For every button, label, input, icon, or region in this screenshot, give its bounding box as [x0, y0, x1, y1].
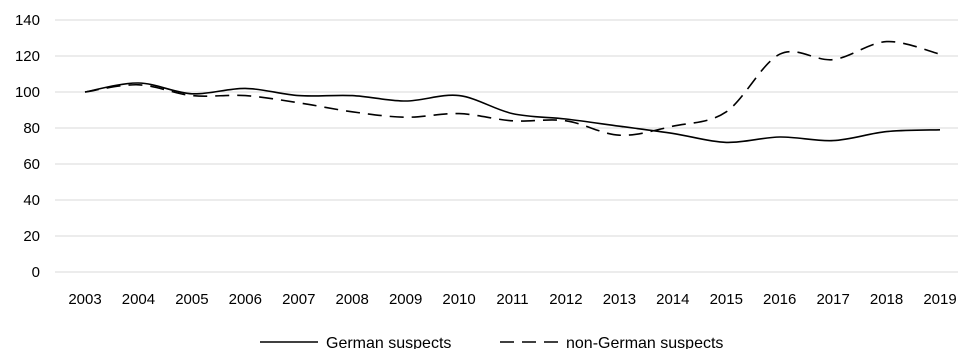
x-tick-label: 2015: [710, 291, 743, 308]
y-axis-ticks: 0 20 40 60 80 100 120 140: [15, 12, 40, 281]
x-tick-label: 2017: [816, 291, 849, 308]
series-layer: [84, 40, 941, 144]
x-tick-label: 2013: [603, 291, 636, 308]
x-tick-label: 2006: [229, 291, 262, 308]
data-point-non-german-suspects: [298, 102, 300, 104]
x-tick-label: 2004: [122, 291, 155, 308]
data-point-non-german-suspects: [405, 116, 407, 118]
x-tick-label: 2009: [389, 291, 422, 308]
legend-label-non-german-suspects: non-German suspects: [566, 335, 723, 349]
legend-label-german-suspects: German suspects: [326, 335, 451, 349]
y-tick-label: 40: [23, 192, 40, 209]
y-tick-label: 120: [15, 48, 40, 65]
x-tick-label: 2005: [175, 291, 208, 308]
x-axis-ticks: 2003 2004 2005 2006 2007 2008 2009 2010 2011 2012…: [68, 291, 956, 308]
legend: German suspects non-German suspects: [260, 335, 723, 349]
x-tick-label: 2011: [496, 291, 528, 308]
y-tick-label: 0: [32, 264, 40, 281]
data-point-non-german-suspects: [939, 53, 941, 55]
x-tick-label: 2019: [923, 291, 956, 308]
x-tick-label: 2008: [336, 291, 369, 308]
y-tick-label: 60: [23, 156, 40, 173]
x-tick-label: 2007: [282, 291, 315, 308]
x-tick-label: 2012: [549, 291, 582, 308]
x-tick-label: 2010: [442, 291, 475, 308]
y-tick-label: 80: [23, 120, 40, 137]
y-tick-label: 100: [15, 84, 40, 101]
series-line-non-german-suspects: [84, 40, 941, 137]
x-tick-label: 2016: [763, 291, 796, 308]
y-tick-label: 140: [15, 12, 40, 29]
series-line-german-suspects: [84, 82, 941, 144]
x-tick-label: 2018: [870, 291, 903, 308]
y-tick-label: 20: [23, 228, 40, 245]
x-tick-label: 2003: [68, 291, 101, 308]
data-point-non-german-suspects: [191, 95, 193, 97]
grid-layer: [55, 19, 958, 273]
x-tick-label: 2014: [656, 291, 689, 308]
